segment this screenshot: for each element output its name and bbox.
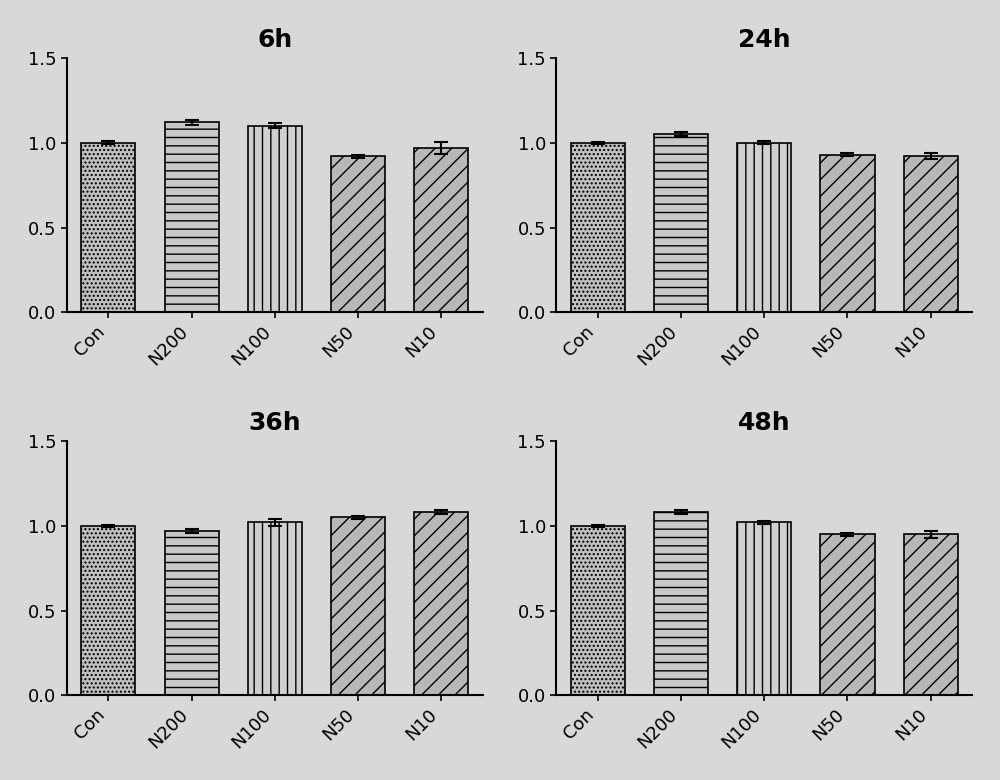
Bar [737,523,791,696]
Bar [414,148,468,313]
Title: 6h: 6h [257,28,292,51]
Bar [904,534,958,696]
Bar [81,526,135,696]
Title: 24h: 24h [738,28,791,51]
Bar [737,143,791,313]
Bar [248,126,302,313]
Bar [820,154,875,313]
Title: 36h: 36h [248,411,301,434]
Bar [248,523,302,696]
Bar [414,512,468,696]
Bar [165,531,219,696]
Bar [571,526,625,696]
Title: 48h: 48h [738,411,791,434]
Bar [331,517,385,696]
Bar [165,122,219,313]
Bar [904,156,958,313]
Bar [820,534,875,696]
Bar [571,143,625,313]
Bar [81,143,135,313]
Bar [654,512,708,696]
Bar [331,156,385,313]
Bar [654,134,708,313]
